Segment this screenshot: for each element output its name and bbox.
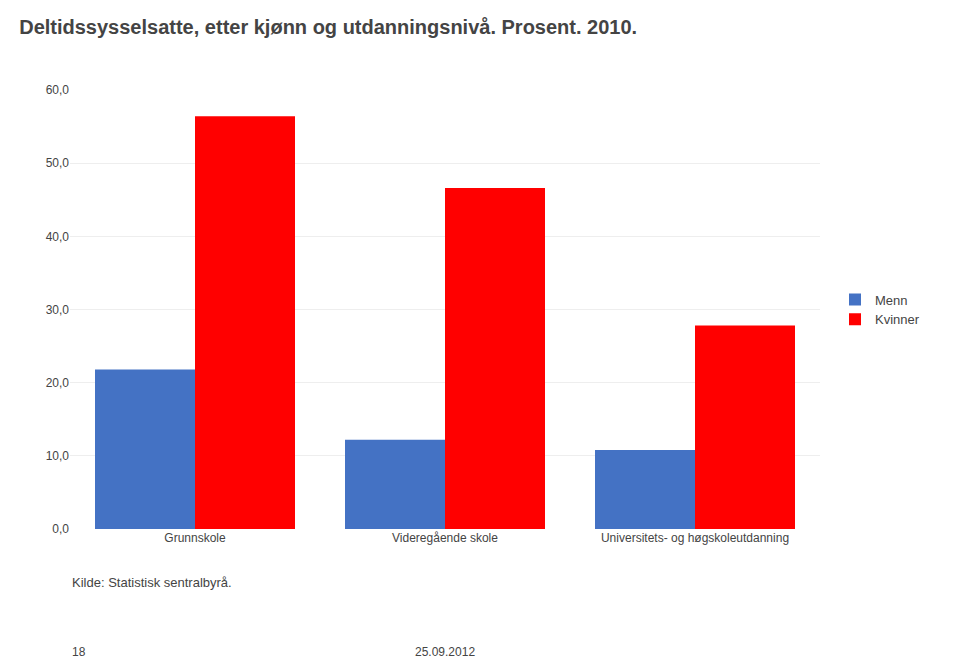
svg-text:Deltidssysselsatte, etter kjøn: Deltidssysselsatte, etter kjønn og utdan… [19, 16, 637, 38]
svg-text:10,0: 10,0 [46, 449, 70, 463]
svg-text:0,0: 0,0 [52, 522, 69, 536]
svg-text:50,0: 50,0 [46, 156, 70, 170]
svg-text:Kilde: Statistisk sentralbyrå.: Kilde: Statistisk sentralbyrå. [72, 575, 232, 590]
svg-text:18: 18 [72, 645, 86, 659]
svg-text:40,0: 40,0 [46, 230, 70, 244]
svg-text:Menn: Menn [875, 293, 908, 308]
svg-text:25.09.2012: 25.09.2012 [415, 645, 475, 659]
svg-text:Grunnskole: Grunnskole [164, 531, 226, 545]
svg-text:30,0: 30,0 [46, 303, 70, 317]
svg-text:20,0: 20,0 [46, 376, 70, 390]
svg-text:60,0: 60,0 [46, 83, 70, 97]
svg-text:Kvinner: Kvinner [875, 312, 920, 327]
svg-text:Universitets- og høgskoleutdan: Universitets- og høgskoleutdanning [601, 531, 789, 545]
svg-text:Videregående skole: Videregående skole [392, 531, 498, 545]
